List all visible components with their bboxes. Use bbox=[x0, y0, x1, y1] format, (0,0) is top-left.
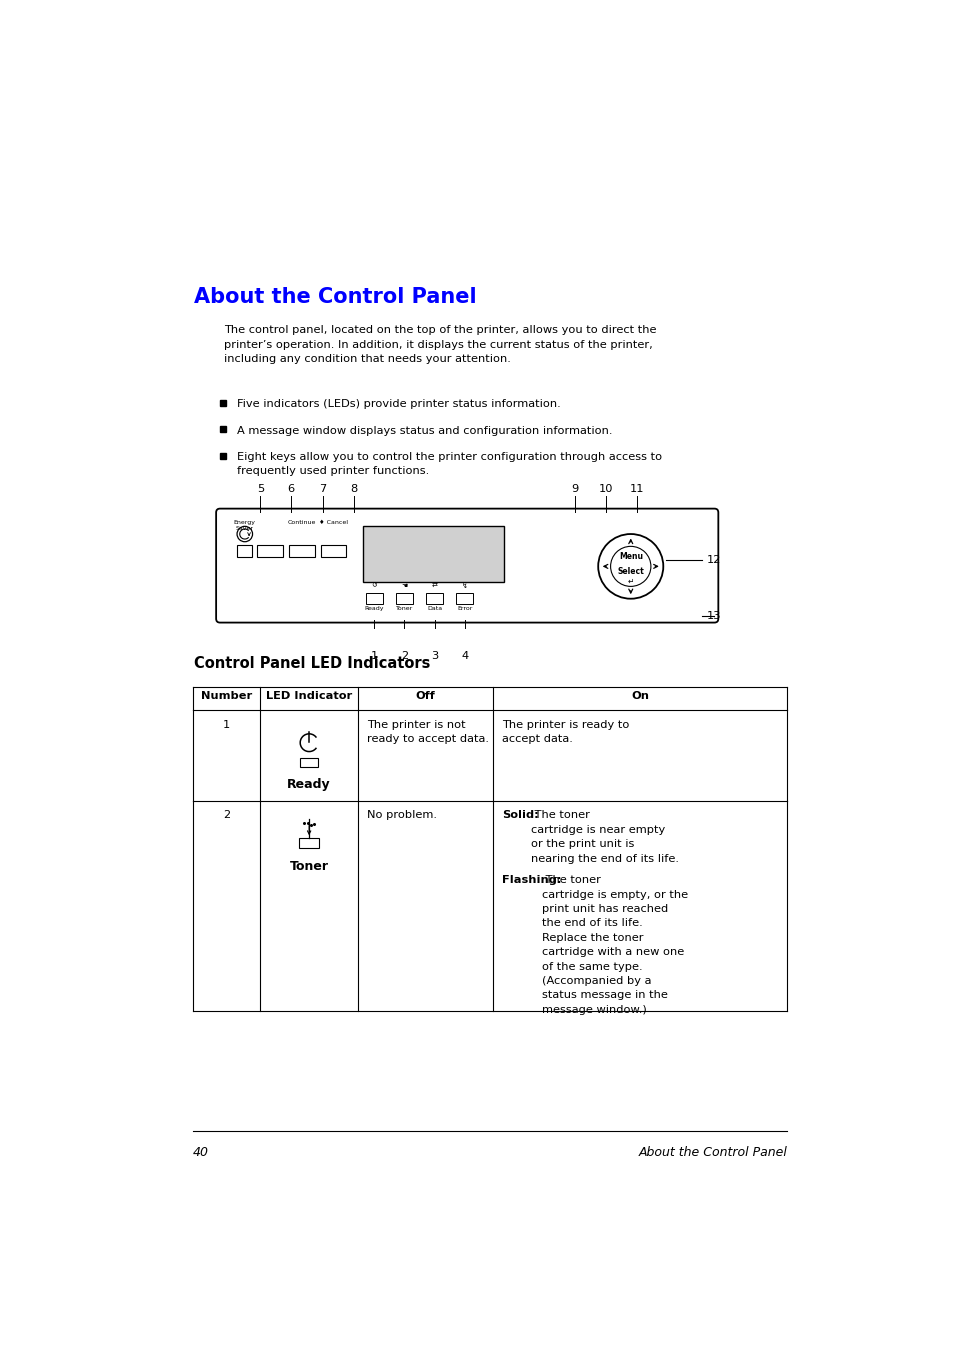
Text: 11: 11 bbox=[629, 484, 643, 494]
Text: The control panel, located on the top of the printer, allows you to direct the
p: The control panel, located on the top of… bbox=[224, 326, 656, 365]
Text: ♦ Cancel: ♦ Cancel bbox=[318, 520, 348, 526]
Text: 9: 9 bbox=[571, 484, 578, 494]
Text: Solid:: Solid: bbox=[501, 811, 538, 820]
Text: The toner
cartridge is empty, or the
print unit has reached
the end of its life.: The toner cartridge is empty, or the pri… bbox=[542, 875, 688, 1015]
Text: Eight keys allow you to control the printer configuration through access to
freq: Eight keys allow you to control the prin… bbox=[236, 453, 661, 477]
Text: Data: Data bbox=[427, 605, 442, 611]
Text: Ready: Ready bbox=[364, 605, 383, 611]
Text: 7: 7 bbox=[319, 484, 326, 494]
Bar bbox=[298, 838, 319, 848]
Text: LED Indicator: LED Indicator bbox=[266, 692, 352, 701]
Circle shape bbox=[610, 546, 650, 586]
Text: Five indicators (LEDs) provide printer status information.: Five indicators (LEDs) provide printer s… bbox=[236, 400, 560, 409]
Text: 6: 6 bbox=[288, 484, 294, 494]
Bar bbox=[220, 426, 226, 432]
Bar bbox=[220, 400, 226, 405]
Bar bbox=[257, 544, 282, 557]
Text: 1: 1 bbox=[370, 651, 377, 661]
Text: Number: Number bbox=[201, 692, 252, 701]
Text: About the Control Panel: About the Control Panel bbox=[194, 286, 476, 307]
FancyBboxPatch shape bbox=[216, 508, 718, 623]
Bar bbox=[289, 544, 314, 557]
Text: 1: 1 bbox=[223, 720, 230, 730]
Bar bbox=[320, 544, 346, 557]
Text: No problem.: No problem. bbox=[367, 811, 436, 820]
Text: 10: 10 bbox=[598, 484, 613, 494]
Text: The printer is not
ready to accept data.: The printer is not ready to accept data. bbox=[367, 720, 489, 744]
Text: On: On bbox=[630, 692, 648, 701]
Text: Continue: Continue bbox=[287, 520, 315, 526]
Text: Error: Error bbox=[456, 605, 472, 611]
Bar bbox=[395, 593, 413, 604]
Text: 4: 4 bbox=[461, 651, 468, 661]
Bar bbox=[456, 593, 473, 604]
Text: Flashing:: Flashing: bbox=[501, 875, 561, 885]
Bar bbox=[363, 527, 504, 582]
Text: ↺: ↺ bbox=[371, 582, 376, 589]
Text: 5: 5 bbox=[256, 484, 264, 494]
Text: 3: 3 bbox=[431, 651, 437, 661]
Text: 13: 13 bbox=[706, 611, 720, 620]
Text: ↯: ↯ bbox=[461, 582, 467, 589]
Text: Energy
Saver: Energy Saver bbox=[233, 520, 255, 531]
Text: Toner: Toner bbox=[395, 605, 413, 611]
Text: Off: Off bbox=[416, 692, 435, 701]
Text: ☚: ☚ bbox=[401, 582, 407, 589]
Text: 40: 40 bbox=[193, 1146, 209, 1159]
Bar bbox=[220, 453, 226, 459]
Text: The toner
cartridge is near empty
or the print unit is
nearing the end of its li: The toner cartridge is near empty or the… bbox=[530, 811, 679, 863]
Text: ⇄: ⇄ bbox=[432, 582, 437, 589]
Text: Menu: Menu bbox=[618, 553, 642, 562]
Text: 12: 12 bbox=[706, 555, 720, 565]
Text: About the Control Panel: About the Control Panel bbox=[638, 1146, 786, 1159]
Text: Toner: Toner bbox=[290, 859, 328, 873]
Bar bbox=[299, 758, 318, 767]
Text: Control Panel LED Indicators: Control Panel LED Indicators bbox=[194, 657, 431, 671]
Text: Ready: Ready bbox=[287, 778, 331, 792]
Text: The printer is ready to
accept data.: The printer is ready to accept data. bbox=[501, 720, 629, 744]
Text: Select: Select bbox=[617, 567, 643, 576]
Bar bbox=[426, 593, 443, 604]
Bar bbox=[236, 544, 252, 557]
Text: A message window displays status and configuration information.: A message window displays status and con… bbox=[236, 426, 612, 436]
Text: 2: 2 bbox=[400, 651, 408, 661]
Text: 2: 2 bbox=[223, 811, 230, 820]
Bar bbox=[365, 593, 382, 604]
Text: 8: 8 bbox=[350, 484, 357, 494]
Text: ↵: ↵ bbox=[627, 577, 634, 586]
